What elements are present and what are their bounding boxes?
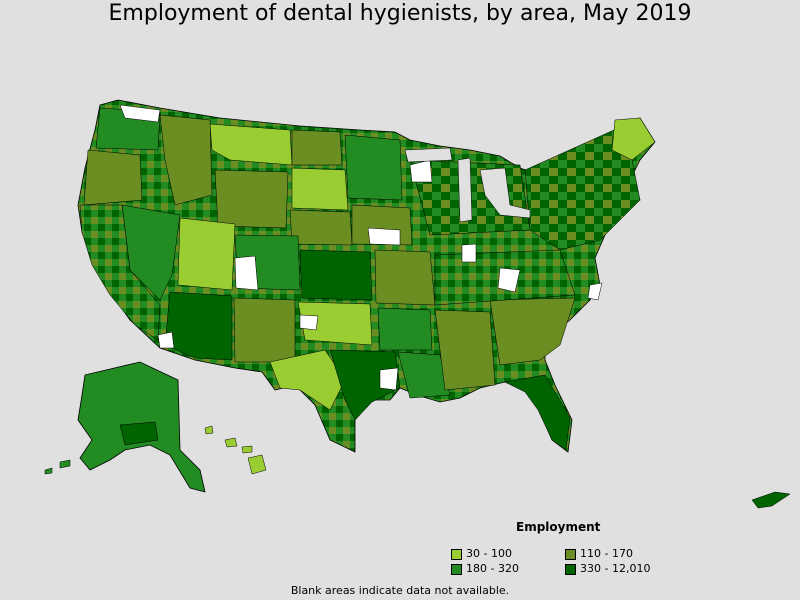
region-new-mexico bbox=[233, 297, 296, 363]
region-utah bbox=[177, 217, 236, 291]
legend-swatch bbox=[451, 548, 462, 560]
region-oregon bbox=[83, 149, 143, 206]
legend-label: 110 - 170 bbox=[580, 547, 633, 560]
region-south-dakota bbox=[291, 167, 349, 211]
region-georgia-carolinas bbox=[489, 297, 576, 366]
region-north-dakota bbox=[291, 129, 343, 166]
region-nebraska bbox=[289, 209, 353, 246]
no-data-area bbox=[119, 104, 161, 123]
map-title: Employment of dental hygienists, by area… bbox=[108, 1, 692, 26]
region-alaska-south bbox=[119, 421, 159, 446]
no-data-area bbox=[497, 267, 521, 293]
no-data-area bbox=[379, 367, 399, 391]
no-data-area bbox=[461, 243, 477, 263]
region-montana bbox=[209, 123, 293, 166]
legend-swatch bbox=[565, 548, 576, 560]
legend-label: 30 - 100 bbox=[466, 547, 512, 560]
no-data-area bbox=[299, 314, 319, 331]
legend-item-330-12010: 330 - 12,010 bbox=[565, 563, 650, 575]
legend-label: 180 - 320 bbox=[466, 562, 519, 575]
region-east-texas bbox=[329, 349, 401, 421]
region-arkansas bbox=[377, 307, 433, 351]
region-mississippi-alabama bbox=[434, 309, 496, 391]
no-data-area bbox=[409, 159, 433, 183]
legend-swatch bbox=[565, 563, 576, 575]
no-data-area bbox=[157, 331, 175, 349]
region-california bbox=[79, 204, 161, 341]
region-maine bbox=[611, 117, 656, 161]
region-territory bbox=[751, 491, 791, 509]
region-idaho bbox=[159, 114, 213, 206]
legend-item-180-320: 180 - 320 bbox=[451, 563, 519, 575]
region-wyoming bbox=[214, 169, 289, 229]
region-west-texas bbox=[269, 349, 346, 411]
region-kansas bbox=[299, 249, 373, 301]
lake-michigan bbox=[457, 157, 473, 223]
data-availability-note: Blank areas indicate data not available. bbox=[290, 584, 510, 597]
region-florida bbox=[504, 374, 571, 451]
legend-item-30-100: 30 - 100 bbox=[451, 548, 512, 560]
region-minnesota bbox=[344, 134, 403, 201]
legend-swatch bbox=[451, 563, 462, 575]
region-louisiana bbox=[397, 351, 451, 399]
lake-superior bbox=[404, 147, 453, 163]
alaska-islands bbox=[44, 459, 71, 475]
legend-item-110-170: 110 - 170 bbox=[565, 548, 633, 560]
no-data-area bbox=[587, 282, 603, 301]
legend-label: 330 - 12,010 bbox=[580, 562, 651, 575]
lake-huron-erie bbox=[479, 167, 531, 219]
region-missouri bbox=[374, 249, 436, 306]
legend-title: Employment bbox=[516, 520, 601, 534]
no-data-area bbox=[234, 255, 259, 291]
region-hawaii bbox=[204, 425, 267, 475]
no-data-area bbox=[367, 227, 401, 246]
